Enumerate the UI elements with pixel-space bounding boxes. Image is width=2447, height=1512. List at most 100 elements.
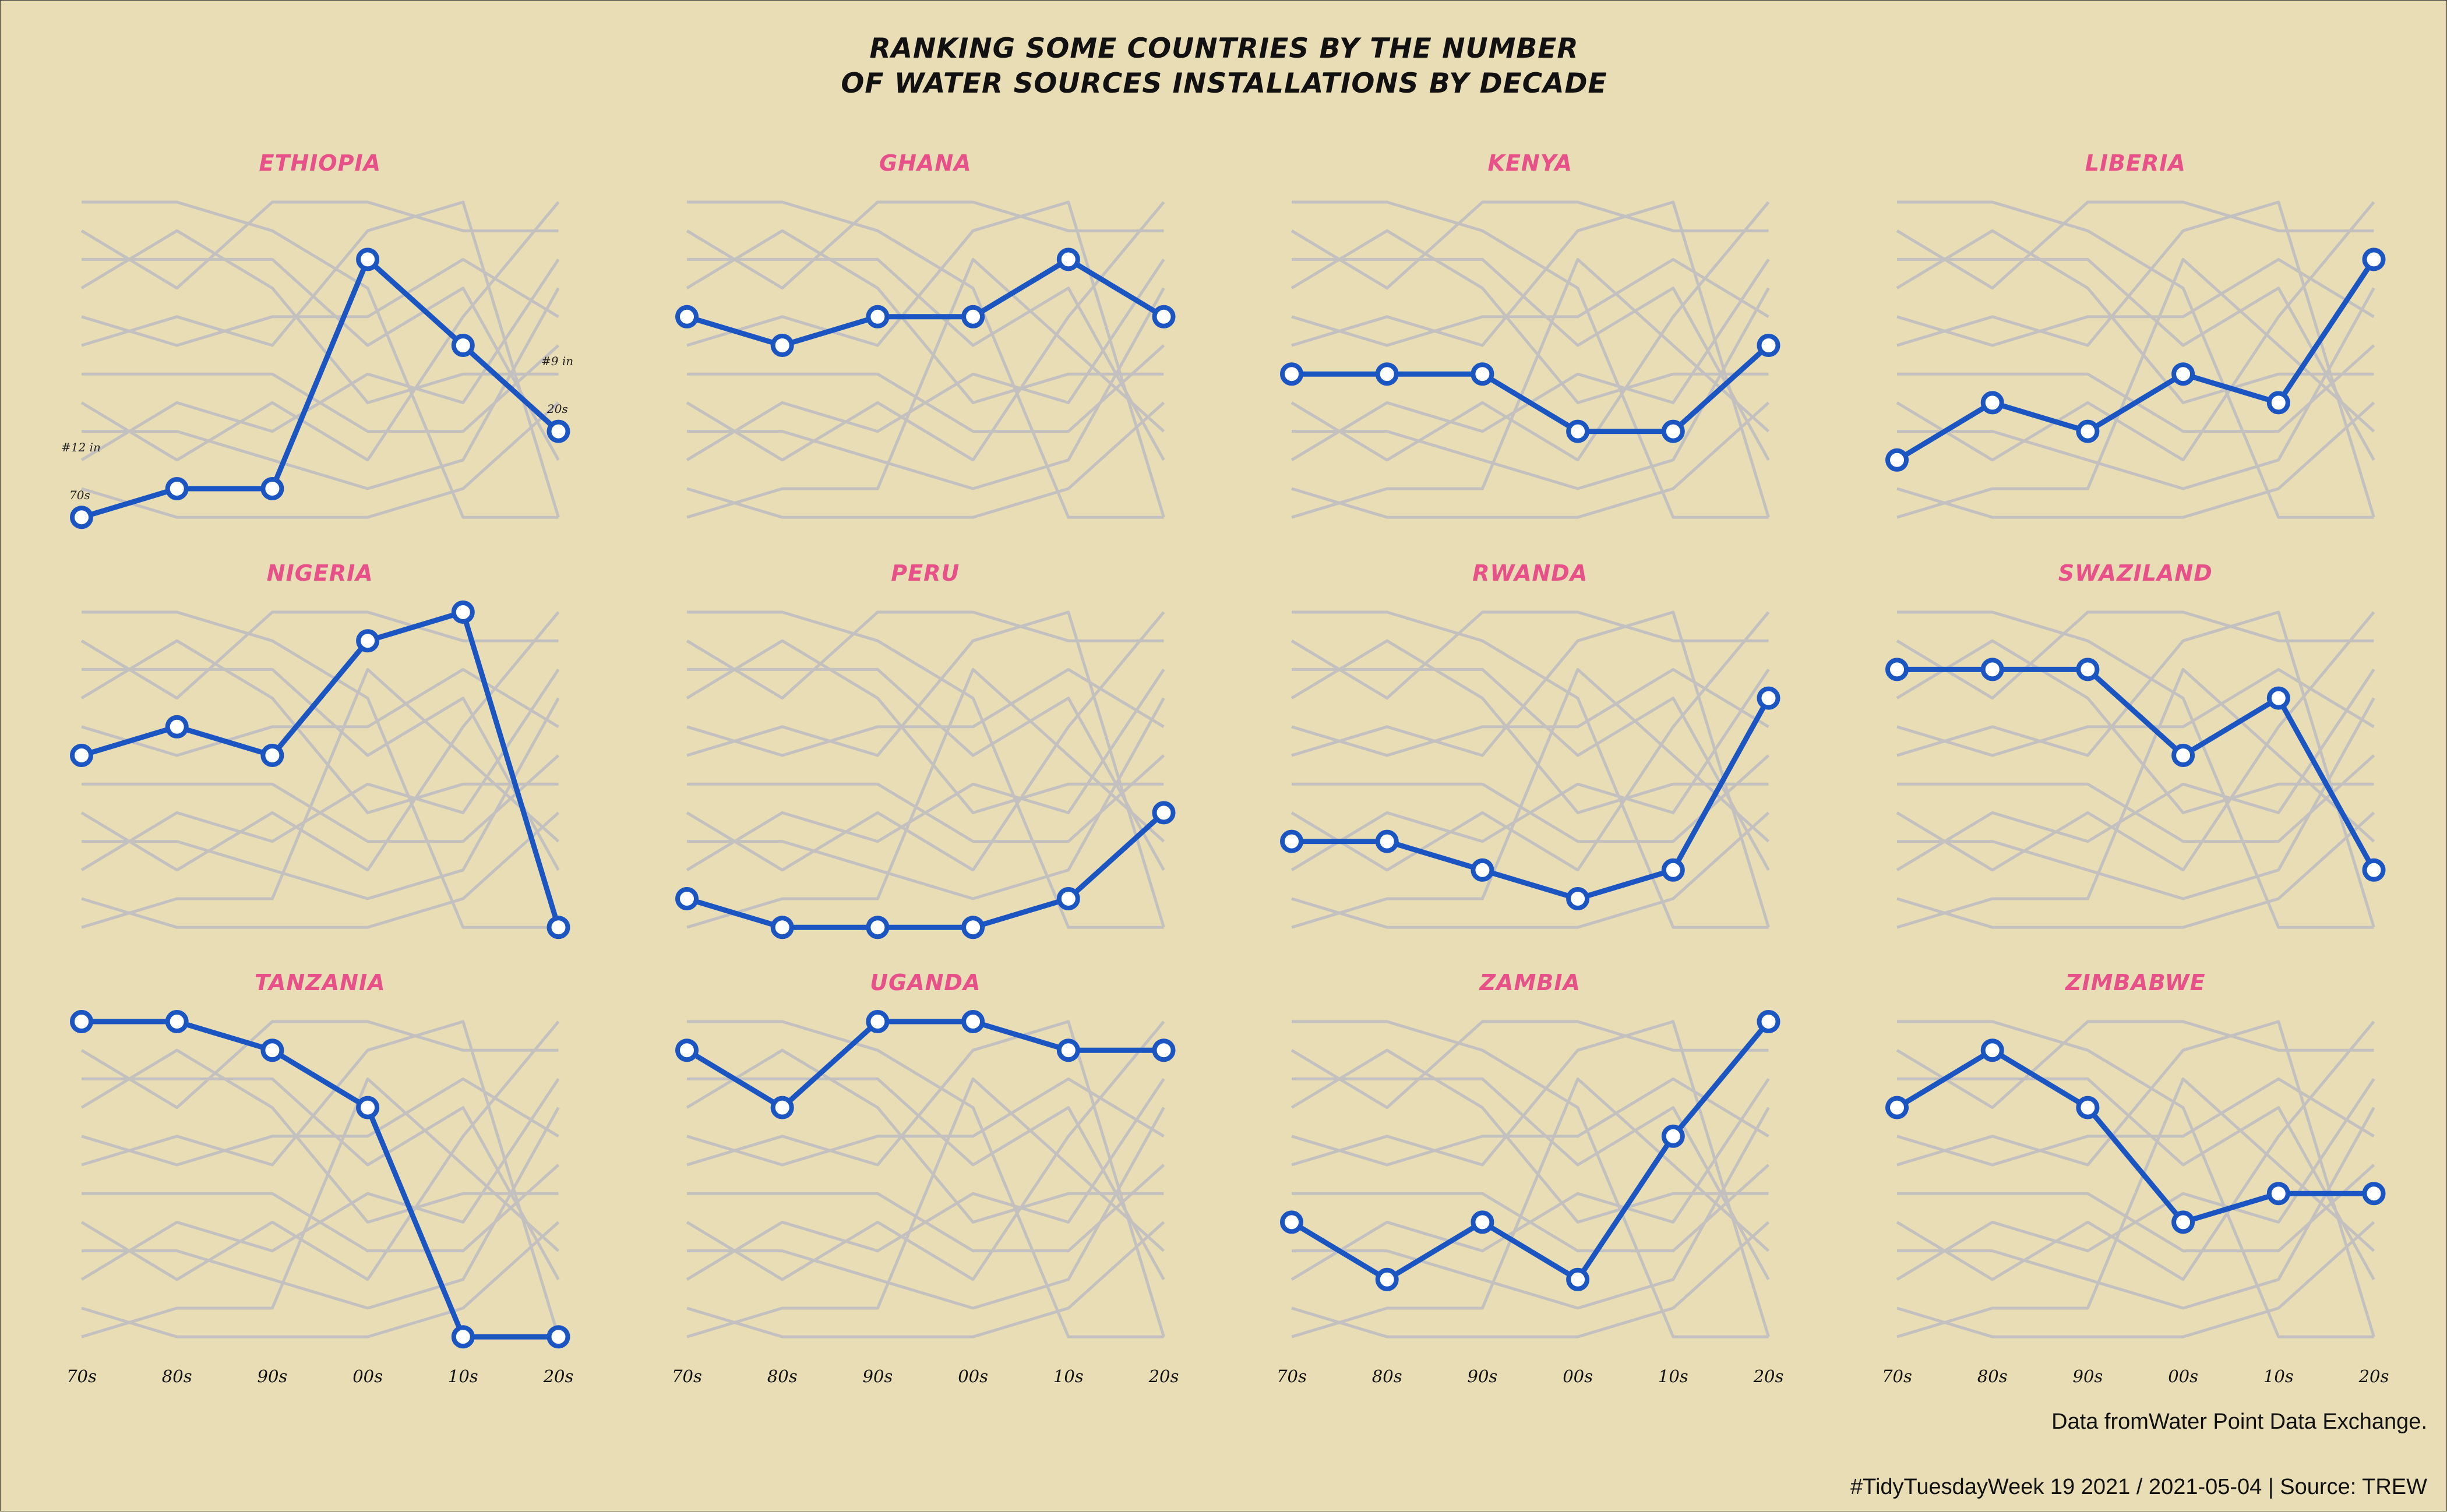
context-line-nigeria	[1896, 1020, 2375, 1337]
panel-title-tanzania: TANZANIA	[255, 970, 386, 995]
annotation-start-decade: 70s	[69, 488, 90, 502]
context-line-swaziland	[1897, 1077, 2375, 1281]
context-line-uganda	[80, 610, 559, 700]
highlight-line-tanzania	[79, 1019, 561, 1340]
context-line-zimbabwe	[80, 1048, 559, 1224]
context-line-rwanda	[1292, 287, 1770, 490]
highlight-point-peru-00s	[961, 916, 985, 939]
context-line-ethiopia	[686, 667, 1165, 929]
x-tick-label: 90s	[2073, 1366, 2103, 1386]
context-line-ethiopia	[1291, 1077, 1770, 1338]
x-tick-label: 00s	[958, 1366, 988, 1386]
context-line-zambia	[1291, 201, 1770, 462]
context-line-ghana	[1291, 257, 1769, 347]
caption-tag: #TidyTuesdayWeek 19 2021 / 2021-05-04 | …	[1850, 1475, 2427, 1499]
context-line-uganda	[1291, 1020, 1769, 1110]
panel-title-ethiopia: ETHIOPIA	[259, 150, 381, 176]
context-line-nigeria	[1291, 1020, 1770, 1337]
context-line-zambia	[686, 201, 1165, 462]
highlight-point-swaziland-10s	[2266, 686, 2290, 710]
context-line-tanzania	[82, 200, 559, 519]
context-line-ghana	[686, 667, 1165, 757]
annotation-end-decade: 20s	[546, 402, 568, 416]
highlight-point-nigeria-10s	[451, 600, 475, 624]
context-line-peru	[1896, 811, 2375, 929]
x-tick-label: 90s	[258, 1366, 288, 1386]
context-line-ethiopia	[1896, 257, 2375, 519]
highlight-point-zambia-70s	[1280, 1210, 1303, 1234]
x-tick-label: 70s	[66, 1366, 97, 1386]
panel-title-peru: PERU	[891, 560, 960, 586]
x-tick-label: 20s	[543, 1366, 574, 1386]
panel-title-zambia: ZAMBIA	[1479, 970, 1581, 995]
highlight-point-kenya-70s	[1280, 362, 1303, 386]
context-line-zambia	[1896, 201, 2375, 462]
highlight-point-ghana-80s	[770, 334, 794, 357]
context-line-swaziland	[1897, 257, 2375, 461]
context-line-swaziland	[82, 257, 560, 461]
context-line-ethiopia	[1896, 1077, 2375, 1338]
x-tick-label: 00s	[2168, 1366, 2198, 1386]
highlight-point-ethiopia-10s	[451, 334, 475, 357]
context-line-nigeria	[1896, 610, 2375, 928]
context-line-tanzania	[1897, 200, 2374, 519]
panel-title-ghana: GHANA	[879, 150, 972, 176]
context-line-swaziland	[82, 667, 560, 871]
context-line-liberia	[1896, 1078, 2375, 1281]
panel-peru: PERU	[675, 560, 1176, 939]
highlight-point-rwanda-00s	[1566, 887, 1590, 910]
panel-rwanda: RWANDA	[1280, 560, 1780, 929]
context-line-rwanda	[1897, 1107, 2375, 1310]
x-tick-label: 00s	[352, 1366, 383, 1386]
highlight-point-peru-90s	[866, 916, 890, 939]
context-line-tanzania	[687, 610, 1164, 929]
x-tick-label: 90s	[1468, 1366, 1498, 1386]
panel-title-swaziland: SWAZILAND	[2058, 560, 2213, 586]
x-tick-label: 70s	[672, 1366, 702, 1386]
chart-title: RANKING SOME COUNTRIES BY THE NUMBER OF …	[841, 33, 1606, 100]
highlight-point-rwanda-80s	[1375, 829, 1399, 853]
x-tick-label: 80s	[767, 1366, 798, 1386]
highlight-point-kenya-00s	[1566, 419, 1590, 443]
context-line-ghana	[1896, 1077, 2375, 1167]
context-line-zambia	[686, 611, 1165, 872]
context-line-peru	[81, 1221, 560, 1338]
context-line-liberia	[686, 669, 1165, 871]
context-line-zimbabwe	[80, 229, 559, 404]
context-line-zambia	[80, 201, 560, 462]
highlight-point-peru-80s	[770, 916, 794, 939]
highlight-point-uganda-80s	[770, 1096, 794, 1119]
x-tick-label: 20s	[2358, 1366, 2389, 1386]
context-line-rwanda	[82, 697, 560, 900]
context-line-swaziland	[1292, 257, 1770, 461]
panel-title-rwanda: RWANDA	[1472, 560, 1588, 586]
caption-source: Data fromWater Point Data Exchange.	[2051, 1409, 2427, 1434]
context-line-rwanda	[687, 287, 1165, 490]
context-line-uganda	[686, 610, 1164, 700]
context-line-uganda	[1896, 200, 2374, 290]
context-line-swaziland	[82, 1077, 560, 1281]
highlight-point-rwanda-20s	[1757, 686, 1780, 710]
context-line-zimbabwe	[1896, 229, 2374, 404]
context-line-ghana	[1291, 1077, 1769, 1167]
context-line-nigeria	[1896, 200, 2375, 518]
highlight-point-tanzania-70s	[70, 1010, 93, 1033]
panel-nigeria: NIGERIA	[70, 560, 570, 939]
context-line-swaziland	[687, 667, 1165, 871]
context-line-peru	[1291, 811, 1770, 929]
panel-uganda: UGANDA 70s 80s 90s 00s 10s 20s	[672, 970, 1179, 1386]
context-line-ghana	[686, 1077, 1165, 1167]
highlight-point-liberia-80s	[1980, 391, 2004, 415]
highlight-point-ghana-90s	[866, 305, 890, 328]
x-tick-label: 10s	[1053, 1366, 1084, 1386]
highlight-point-rwanda-90s	[1471, 858, 1494, 882]
highlight-point-ghana-00s	[961, 305, 985, 328]
context-line-rwanda	[1292, 1107, 1770, 1310]
context-line-peru	[1291, 1221, 1770, 1338]
context-line-ethiopia	[1291, 257, 1770, 519]
context-line-rwanda	[687, 1107, 1165, 1310]
context-line-rwanda	[1897, 697, 2375, 900]
highlight-point-swaziland-80s	[1980, 658, 2004, 681]
